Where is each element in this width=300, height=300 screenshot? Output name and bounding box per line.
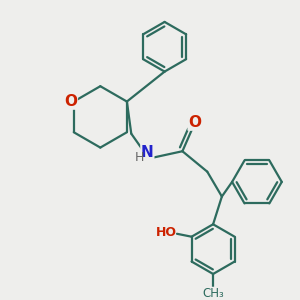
Text: N: N (141, 145, 154, 160)
Text: O: O (188, 115, 201, 130)
Text: HO: HO (156, 226, 177, 239)
Text: CH₃: CH₃ (202, 287, 224, 300)
Text: H: H (135, 151, 144, 164)
Text: O: O (64, 94, 77, 109)
